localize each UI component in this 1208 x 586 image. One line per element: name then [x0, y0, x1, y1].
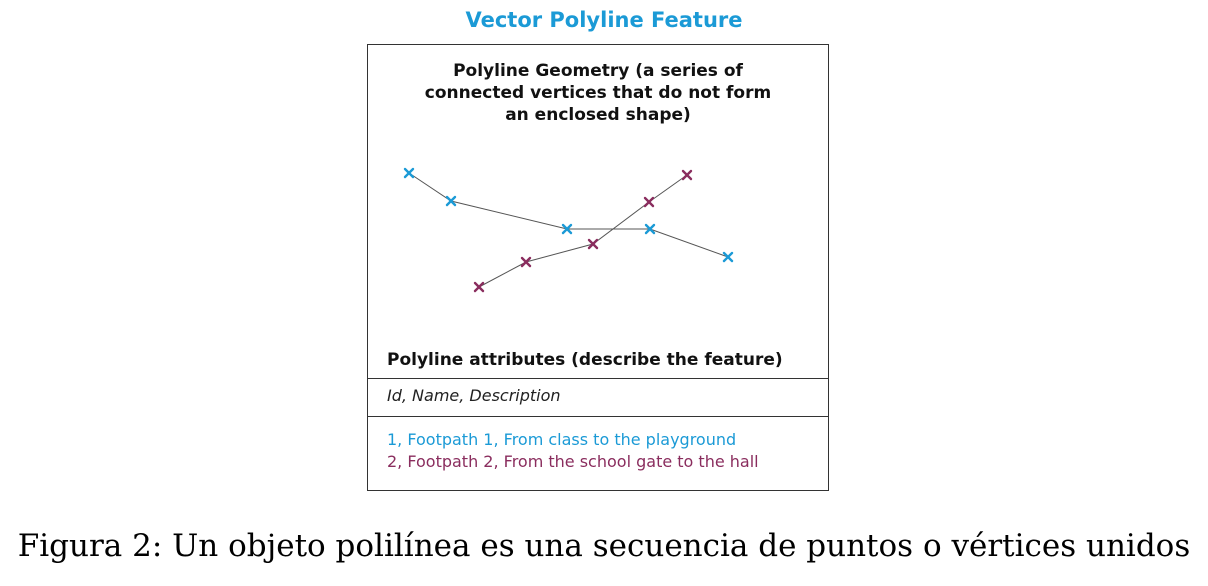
attribute-row-1: 1, Footpath 1, From class to the playgro…	[387, 430, 737, 449]
vertex-marker	[644, 223, 656, 235]
polyline-1-path	[408, 172, 729, 258]
figure-title: Vector Polyline Feature	[465, 8, 743, 32]
vertex-marker	[587, 238, 599, 250]
feature-box: Polyline Geometry (a series of connected…	[367, 44, 829, 491]
vertex-marker	[681, 169, 693, 181]
attributes-divider-top	[368, 378, 828, 379]
vertex-marker	[473, 281, 485, 293]
attributes-fields: Id, Name, Description	[387, 386, 561, 405]
attributes-heading: Polyline attributes (describe the featur…	[387, 350, 783, 370]
polyline-diagram	[403, 167, 734, 293]
vertex-marker	[520, 256, 532, 268]
geometry-heading-line-1: Polyline Geometry (a series of	[453, 61, 743, 81]
vertex-marker	[561, 223, 573, 235]
vertex-marker	[643, 196, 655, 208]
figure-caption: Figura 2: Un objeto polilínea es una sec…	[17, 528, 1191, 564]
vertex-marker	[445, 195, 457, 207]
attributes-divider-bottom	[368, 416, 828, 417]
geometry-heading: Polyline Geometry (a series of connected…	[368, 60, 828, 126]
vertex-marker	[722, 251, 734, 263]
vertex-marker	[403, 167, 415, 179]
attribute-row-2: 2, Footpath 2, From the school gate to t…	[387, 452, 759, 471]
geometry-heading-line-3: an enclosed shape)	[505, 105, 691, 125]
polyline-1-vertices	[403, 167, 734, 263]
polyline-2-vertices	[473, 169, 693, 293]
geometry-heading-line-2: connected vertices that do not form	[424, 83, 772, 103]
